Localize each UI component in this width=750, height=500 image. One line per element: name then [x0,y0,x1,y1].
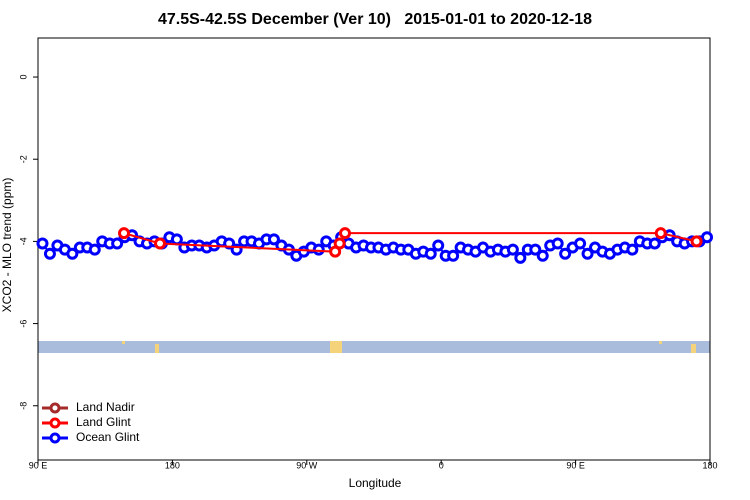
chart-title: 47.5S-42.5S December (Ver 10) 2015-01-01… [158,11,592,28]
legend-marker [49,417,61,429]
x-tick-label: 90 W [296,460,318,470]
data-point [432,239,445,252]
x-tick-label: 90 E [29,460,48,470]
data-point [536,249,549,262]
y-tick-label: -2 [18,155,28,163]
land-marks [122,341,696,353]
data-point [88,243,101,256]
data-point [514,251,527,264]
data-point [118,227,131,240]
x-axis-label: Longitude [349,476,402,490]
data-point [581,247,594,260]
data-point [447,249,460,262]
data-point [424,247,437,260]
data-point [333,237,346,250]
data-point [154,237,167,250]
legend-marker [49,402,61,414]
y-tick-label: 0 [18,75,28,80]
legend-marker [49,432,61,444]
x-tick-label: 90 E [566,460,585,470]
data-point [559,247,572,260]
data-point [36,237,49,250]
data-point [690,235,703,248]
data-point [312,243,325,256]
data-point [648,237,661,250]
x-tick-label: 180 [165,460,180,470]
legend-label: Land Glint [76,415,131,429]
y-tick-label: -4 [18,237,28,245]
data-point [339,227,352,240]
legend-label: Land Nadir [76,400,135,414]
y-axis-label: XCO2 - MLO trend (ppm) [0,178,14,313]
data-point [654,227,667,240]
data-point [43,247,56,260]
legend-label: Ocean Glint [76,430,140,444]
data-point [626,243,639,256]
data-point [529,243,542,256]
data-point [574,237,587,250]
plot-frame [37,37,711,461]
data-point [267,233,280,246]
data-point [66,247,79,260]
data-point [551,237,564,250]
y-tick-label: -6 [18,320,28,328]
x-tick-label: 180 [702,460,717,470]
data-point [111,237,124,250]
coverage-band [38,341,710,353]
data-point [701,231,714,244]
data-point [506,243,519,256]
x-tick-label: 0 [439,460,444,470]
data-point [170,233,183,246]
y-tick-label: -8 [18,402,28,410]
